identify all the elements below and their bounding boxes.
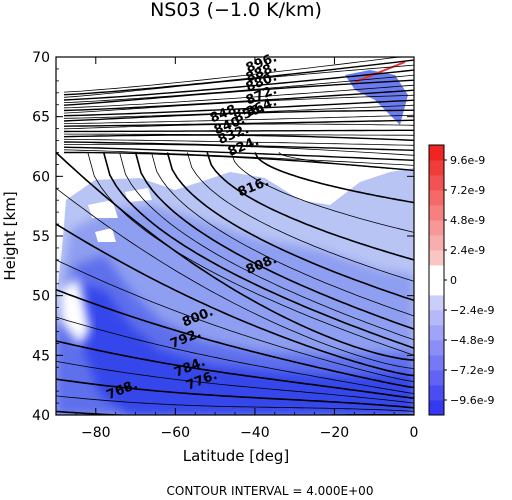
colorbar-bin — [429, 280, 444, 296]
colorbar-tick-label: 2.4e-9 — [450, 244, 485, 257]
contour-line — [63, 69, 414, 101]
chart-title: NS03 (−1.0 K/km) — [150, 0, 322, 21]
colorbar-bin — [429, 160, 444, 176]
y-tick-label: 50 — [32, 289, 50, 305]
x-axis-label: Latitude [deg] — [183, 447, 289, 465]
contour-line — [63, 84, 414, 109]
y-tick-label: 45 — [32, 348, 50, 364]
contour-line — [63, 119, 414, 127]
x-tick-label: −80 — [81, 425, 111, 441]
colorbar-tick-label: 7.2e-9 — [450, 184, 485, 197]
x-tick-label: −60 — [161, 425, 191, 441]
colorbar-bin — [429, 250, 444, 266]
contour-line — [64, 133, 414, 136]
contour-line — [134, 152, 414, 330]
contour-line — [254, 152, 414, 204]
contour-line — [102, 152, 414, 349]
contour-lines — [56, 57, 414, 415]
y-tick-label: 60 — [32, 169, 50, 185]
contour-line — [63, 74, 414, 103]
contour-line — [63, 89, 414, 112]
contour-line — [63, 151, 414, 172]
x-tick-label: −40 — [240, 425, 270, 441]
colorbar-tick-label: −9.6e-9 — [450, 394, 494, 407]
contour-line — [63, 129, 414, 133]
y-tick-label: 70 — [32, 50, 50, 66]
colorbar-bin — [429, 370, 444, 386]
contour-line — [56, 259, 414, 382]
contour-line — [63, 141, 414, 151]
colorbar-tick-label: −4.8e-9 — [450, 334, 494, 347]
colorbar-bin — [429, 175, 444, 191]
contour-line — [56, 395, 414, 412]
contour-line — [63, 134, 414, 141]
contour-line — [63, 59, 414, 96]
colorbar-bin — [429, 340, 444, 356]
colorbar-bin — [429, 295, 444, 311]
contour-line — [56, 360, 414, 404]
colorbar-bin — [429, 400, 444, 416]
contour-interval-footer: CONTOUR INTERVAL = 4.000E+00 — [167, 484, 374, 498]
contour-line — [56, 187, 414, 369]
colorbar-bin — [429, 310, 444, 326]
contour-line — [63, 57, 414, 93]
colorbar-tick-label: −7.2e-9 — [450, 364, 494, 377]
y-tick-label: 40 — [32, 408, 50, 424]
colorbar-tick-label: 9.6e-9 — [450, 154, 485, 167]
colorbar-bin — [429, 355, 444, 371]
colorbar-bin — [429, 325, 444, 341]
contour-line — [166, 152, 414, 302]
colorbar: 9.6e-9 7.2e-9 4.8e-9 2.4e-9 0 −2.4e-9 −4.8e-9 −… — [428, 144, 494, 416]
contour-line — [63, 146, 414, 161]
contour-line — [63, 104, 414, 119]
colorbar-bin — [429, 190, 444, 206]
colorbar-bin — [429, 220, 444, 236]
contour-line — [151, 152, 414, 317]
contour-line — [63, 79, 414, 106]
contour-line — [56, 340, 414, 400]
colorbar-bin — [429, 145, 444, 161]
colorbar-bin — [429, 205, 444, 221]
colorbar-bin — [429, 265, 444, 281]
colorbar-bin — [429, 385, 444, 401]
y-axis-label: Height [km] — [1, 191, 19, 280]
contour-line — [206, 152, 414, 261]
contour-line — [230, 152, 414, 233]
contour-line — [63, 149, 414, 166]
contour-line — [63, 99, 414, 117]
y-tick-label: 65 — [32, 110, 50, 126]
contour-line — [56, 378, 414, 409]
x-tick-label: −20 — [320, 425, 350, 441]
colorbar-tick-label: −2.4e-9 — [450, 304, 494, 317]
contour-line — [119, 152, 414, 341]
colorbar-tick-label: 4.8e-9 — [450, 214, 485, 227]
contour-line — [87, 152, 414, 356]
contour-line — [186, 152, 414, 282]
negative-shading-region — [56, 61, 414, 415]
y-axis: 40 45 50 55 60 65 70 — [32, 50, 414, 424]
colorbar-bin — [429, 235, 444, 251]
contour-line — [56, 316, 414, 394]
x-tick-label: 0 — [410, 425, 419, 441]
contour-line — [63, 114, 414, 124]
y-tick-label: 55 — [32, 229, 50, 245]
contour-line — [56, 288, 414, 389]
contour-line — [63, 138, 414, 146]
colorbar-tick-label: 0 — [450, 274, 457, 287]
contour-line — [56, 223, 414, 377]
contour-line — [63, 109, 414, 122]
x-axis: −80 −60 −40 −20 0 — [55, 57, 419, 441]
